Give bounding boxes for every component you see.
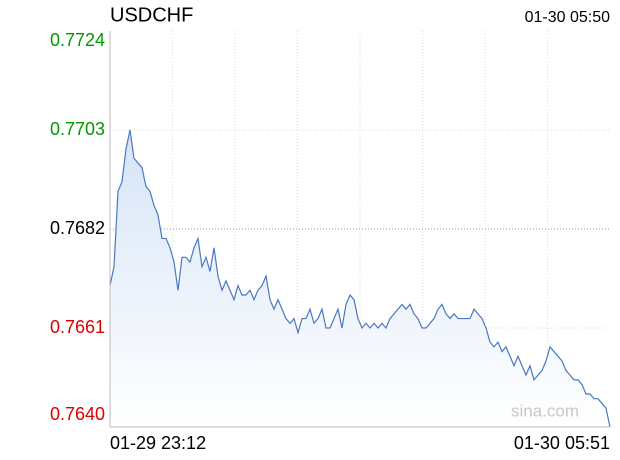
area-fill xyxy=(110,130,610,427)
y-tick-label: 0.7640 xyxy=(50,404,105,424)
y-tick-label: 0.7682 xyxy=(50,218,105,238)
watermark: sina.com xyxy=(511,401,579,420)
timestamp: 01-30 05:50 xyxy=(525,9,611,26)
chart-title: USDCHF xyxy=(110,4,193,26)
y-tick-label: 0.7661 xyxy=(50,317,105,337)
x-tick-label: 01-30 05:51 xyxy=(514,433,610,453)
price-line xyxy=(109,129,611,428)
y-tick-label: 0.7703 xyxy=(50,119,105,139)
y-tick-label: 0.7724 xyxy=(50,30,105,50)
x-tick-label: 01-29 23:12 xyxy=(110,433,206,453)
